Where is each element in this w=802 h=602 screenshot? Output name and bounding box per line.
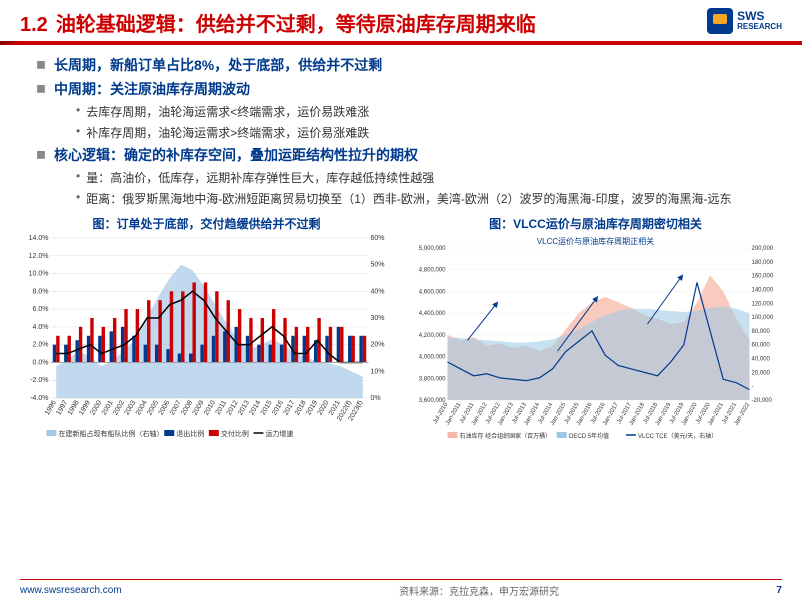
bullet-1-text: 长周期，新船订单占比8%，处于底部，供给并不过剩 <box>54 55 382 75</box>
svg-text:100,000: 100,000 <box>752 315 774 321</box>
title-wrap: 1.2 油轮基础逻辑：供给并不过剩，等待原油库存周期来临 <box>20 8 536 37</box>
svg-text:40,000: 40,000 <box>752 357 771 363</box>
svg-text:80,000: 80,000 <box>752 329 771 335</box>
svg-text:10%: 10% <box>371 368 385 375</box>
slide-header: 1.2 油轮基础逻辑：供给并不过剩，等待原油库存周期来临 SWS RESEARC… <box>0 0 802 41</box>
svg-text:200,000: 200,000 <box>752 246 774 252</box>
svg-text:0.0%: 0.0% <box>33 359 49 366</box>
chart2-area: VLCC运价与原油库存周期正相关 5,000,000 4,800,000 4,600,… <box>405 234 786 444</box>
svg-text:3,800,000: 3,800,000 <box>419 376 446 382</box>
page-number: 7 <box>776 585 782 596</box>
svg-text:-20,000: -20,000 <box>752 398 773 404</box>
chart1-title: 图：订单处于底部，交付趋缓供给并不过剩 <box>16 215 397 232</box>
svg-text:-: - <box>752 384 754 390</box>
logo-sub: RESEARCH <box>737 23 782 32</box>
chart2-title: 图：VLCC运价与原油库存周期密切相关 <box>405 215 786 232</box>
logo-text: SWS RESEARCH <box>737 10 782 32</box>
svg-text:40%: 40% <box>371 288 385 295</box>
slide-footer: www.swsresearch.com 资料来源：克拉克森，申万宏源研究 7 <box>0 583 802 598</box>
svg-text:2.0%: 2.0% <box>33 342 49 349</box>
bullet-2b-text: 补库存周期，油轮海运需求>终端需求，运价易涨难跌 <box>86 124 369 141</box>
bullet-3a: 量：高油价，低库存，远期补库存弹性巨大，库存越低持续性越强 <box>76 169 774 186</box>
svg-text:4,200,000: 4,200,000 <box>419 333 446 339</box>
svg-text:4,000,000: 4,000,000 <box>419 355 446 361</box>
svg-text:石油库存 经合组织国家（百万桶）: 石油库存 经合组织国家（百万桶） <box>460 432 552 440</box>
svg-text:50%: 50% <box>371 262 385 269</box>
svg-text:4.0%: 4.0% <box>33 324 49 331</box>
svg-text:退出比例: 退出比例 <box>176 429 204 438</box>
svg-text:2010: 2010 <box>203 399 217 416</box>
svg-text:-4.0%: -4.0% <box>30 395 48 402</box>
svg-text:140,000: 140,000 <box>752 287 774 293</box>
sws-logo: SWS RESEARCH <box>707 8 782 34</box>
chart1-box: 图：订单处于底部，交付趋缓供给并不过剩 14.0% 12.0% 10.0% 8.0% 6… <box>16 215 397 444</box>
bullet-marker: ◼ <box>36 57 46 71</box>
svg-text:在建新船占现有船队比例（右轴）: 在建新船占现有船队比例（右轴） <box>59 429 164 438</box>
bullet-3-text: 核心逻辑：确定的补库存空间，叠加运距结构性拉升的期权 <box>54 145 418 165</box>
footer-source: 资料来源：克拉克森，申万宏源研究 <box>399 583 559 598</box>
svg-text:4,800,000: 4,800,000 <box>419 268 446 274</box>
svg-text:4,600,000: 4,600,000 <box>419 289 446 295</box>
slide-title: 油轮基础逻辑：供给并不过剩，等待原油库存周期来临 <box>56 8 536 37</box>
svg-text:8.0%: 8.0% <box>33 288 49 295</box>
svg-text:4,400,000: 4,400,000 <box>419 311 446 317</box>
bullet-1: ◼ 长周期，新船订单占比8%，处于底部，供给并不过剩 <box>36 55 774 75</box>
bullet-3: ◼ 核心逻辑：确定的补库存空间，叠加运距结构性拉升的期权 <box>36 145 774 165</box>
bullet-2-text: 中周期：关注原油库存周期波动 <box>54 79 250 99</box>
svg-text:60%: 60% <box>371 235 385 242</box>
content-body: ◼ 长周期，新船订单占比8%，处于底部，供给并不过剩 ◼ 中周期：关注原油库存周… <box>0 47 802 207</box>
section-number: 1.2 <box>20 14 48 37</box>
svg-text:0%: 0% <box>371 395 381 402</box>
svg-text:交付比例: 交付比例 <box>221 429 249 438</box>
svg-text:OECD 5年均值: OECD 5年均值 <box>569 432 609 440</box>
svg-text:60,000: 60,000 <box>752 343 771 349</box>
footer-url: www.swsresearch.com <box>20 585 122 596</box>
header-divider <box>0 41 802 45</box>
svg-text:30%: 30% <box>371 315 385 322</box>
footer-divider <box>20 579 782 580</box>
svg-text:20,000: 20,000 <box>752 370 771 376</box>
svg-text:运力增速: 运力增速 <box>265 429 293 438</box>
svg-text:VLCC TCE（美元/天，右轴）: VLCC TCE（美元/天，右轴） <box>638 432 717 440</box>
bullet-3b: 距离：俄罗斯黑海地中海-欧洲短距离贸易切换至（1）西非-欧洲，美湾-欧洲（2）波… <box>76 190 774 207</box>
bullet-2a: 去库存周期，油轮海运需求<终端需求，运价易跌难涨 <box>76 103 774 120</box>
bullet-marker: ◼ <box>36 81 46 95</box>
chart1-area: 14.0% 12.0% 10.0% 8.0% 6.0% 4.0% 2.0% 0.0% -2.0%… <box>16 234 397 444</box>
svg-text:VLCC运价与原油库存周期正相关: VLCC运价与原油库存周期正相关 <box>537 236 654 246</box>
bullet-marker: ◼ <box>36 147 46 161</box>
charts-row: 图：订单处于底部，交付趋缓供给并不过剩 14.0% 12.0% 10.0% 8.0% 6… <box>0 211 802 444</box>
svg-text:180,000: 180,000 <box>752 260 774 266</box>
svg-text:120,000: 120,000 <box>752 301 774 307</box>
bullet-3a-text: 量：高油价，低库存，远期补库存弹性巨大，库存越低持续性越强 <box>86 169 434 186</box>
svg-text:5,000,000: 5,000,000 <box>419 246 446 252</box>
svg-text:3,600,000: 3,600,000 <box>419 398 446 404</box>
bullet-3b-text: 距离：俄罗斯黑海地中海-欧洲短距离贸易切换至（1）西非-欧洲，美湾-欧洲（2）波… <box>86 190 731 207</box>
svg-text:10.0%: 10.0% <box>29 271 49 278</box>
bullet-2: ◼ 中周期：关注原油库存周期波动 <box>36 79 774 99</box>
svg-text:14.0%: 14.0% <box>29 235 49 242</box>
logo-icon <box>707 8 733 34</box>
svg-text:12.0%: 12.0% <box>29 253 49 260</box>
svg-text:160,000: 160,000 <box>752 274 774 280</box>
chart2-box: 图：VLCC运价与原油库存周期密切相关 VLCC运价与原油库存周期正相关 5,00… <box>405 215 786 444</box>
bullet-2b: 补库存周期，油轮海运需求>终端需求，运价易涨难跌 <box>76 124 774 141</box>
bullet-2a-text: 去库存周期，油轮海运需求<终端需求，运价易跌难涨 <box>86 103 369 120</box>
svg-text:20%: 20% <box>371 342 385 349</box>
svg-text:-2.0%: -2.0% <box>30 377 48 384</box>
svg-text:6.0%: 6.0% <box>33 306 49 313</box>
